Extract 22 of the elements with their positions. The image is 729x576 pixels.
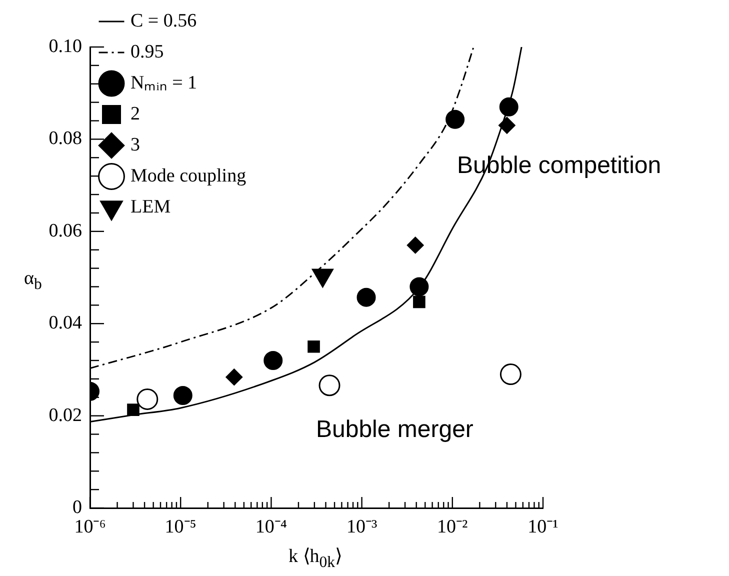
y-tick-label: 0.04 — [48, 312, 82, 334]
x-axis-title: k ⟨h$_{0k}$⟩ — [288, 545, 342, 572]
y-tick-label: 0.02 — [48, 404, 82, 426]
x-tick-label: 10⁻⁵ — [164, 516, 196, 538]
y-tick-label: 0.10 — [48, 36, 82, 57]
legend-label: 0.95 — [130, 41, 164, 62]
x-tick-label: 10⁻¹ — [528, 516, 559, 538]
x-tick-label: 10⁻⁶ — [74, 516, 106, 538]
annotation: Bubble merger — [316, 416, 474, 444]
x-tick-label: 10⁻³ — [346, 516, 378, 538]
x-tick-label: 10⁻⁴ — [255, 516, 288, 538]
y-axis-title: α$_{b}$ — [24, 268, 42, 294]
legend-label: Nₘᵢₙ = 1 — [130, 72, 198, 94]
legend-label: Mode coupling — [130, 165, 247, 186]
legend-label: 3 — [130, 134, 140, 156]
y-tick-label: 0.06 — [48, 220, 82, 242]
x-tick-label: 10⁻² — [437, 516, 468, 538]
legend-label: 2 — [130, 103, 140, 124]
legend-label: C = 0.56 — [130, 10, 197, 32]
y-tick-label: 0 — [72, 496, 82, 518]
legend-label: LEM — [130, 196, 171, 218]
y-tick-label: 0.08 — [48, 128, 82, 150]
